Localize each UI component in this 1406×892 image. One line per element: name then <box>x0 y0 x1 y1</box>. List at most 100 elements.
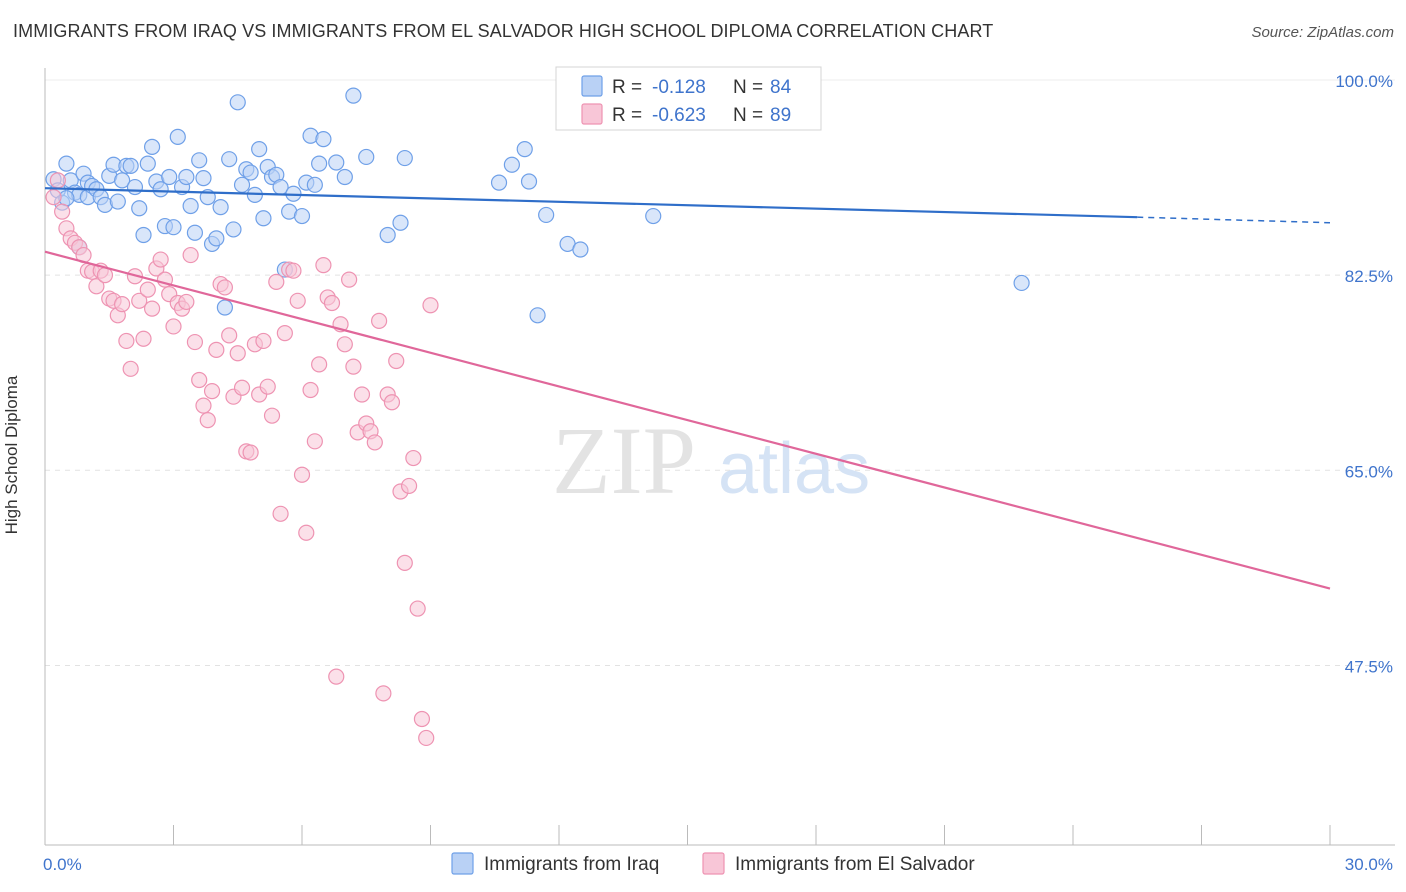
data-point[interactable] <box>371 312 388 329</box>
data-point[interactable] <box>298 524 315 541</box>
data-point[interactable] <box>165 219 182 236</box>
data-point[interactable] <box>122 360 139 377</box>
data-point[interactable] <box>306 433 323 450</box>
data-point[interactable] <box>341 271 358 288</box>
data-point[interactable] <box>118 332 135 350</box>
data-point[interactable] <box>259 378 276 395</box>
data-point[interactable] <box>328 154 345 171</box>
data-point[interactable] <box>195 397 212 414</box>
data-point[interactable] <box>203 383 221 400</box>
data-point[interactable] <box>182 246 199 264</box>
data-point[interactable] <box>54 203 71 220</box>
data-point[interactable] <box>182 197 199 215</box>
data-point[interactable] <box>422 297 439 314</box>
data-point[interactable] <box>379 226 396 244</box>
data-point[interactable] <box>293 207 311 225</box>
data-point[interactable] <box>208 230 225 247</box>
data-point[interactable] <box>323 294 341 312</box>
data-point[interactable] <box>216 279 233 296</box>
data-point[interactable] <box>375 685 392 702</box>
data-point[interactable] <box>293 466 311 483</box>
data-point[interactable] <box>396 149 413 167</box>
data-point[interactable] <box>302 381 319 399</box>
data-point[interactable] <box>413 710 431 728</box>
data-point[interactable] <box>45 188 62 206</box>
data-point[interactable] <box>191 371 208 389</box>
data-point[interactable] <box>529 307 546 324</box>
data-point[interactable] <box>336 168 353 186</box>
data-point[interactable] <box>1013 274 1030 292</box>
data-point[interactable] <box>336 336 353 353</box>
data-point[interactable] <box>208 341 225 358</box>
data-point[interactable] <box>221 151 238 168</box>
bottom-legend-swatch-el-salvador[interactable] <box>702 852 725 875</box>
data-point[interactable] <box>503 156 520 173</box>
data-point[interactable] <box>268 273 285 290</box>
data-point[interactable] <box>409 600 426 617</box>
data-point[interactable] <box>152 181 169 198</box>
data-point[interactable] <box>191 152 208 169</box>
data-point[interactable] <box>229 345 246 362</box>
data-point[interactable] <box>366 434 383 451</box>
data-point[interactable] <box>178 293 195 311</box>
data-point[interactable] <box>212 199 229 216</box>
data-point[interactable] <box>490 174 508 191</box>
data-point[interactable] <box>328 668 345 685</box>
data-point[interactable] <box>289 292 306 309</box>
data-point[interactable] <box>58 155 75 172</box>
data-point[interactable] <box>311 356 328 373</box>
data-point[interactable] <box>345 358 362 375</box>
data-point[interactable] <box>169 128 186 145</box>
data-point[interactable] <box>122 157 139 174</box>
data-point[interactable] <box>572 241 589 258</box>
data-point[interactable] <box>396 554 413 571</box>
bottom-legend-label-el-salvador[interactable]: Immigrants from El Salvador <box>735 854 975 875</box>
data-point[interactable] <box>49 172 66 189</box>
data-point[interactable] <box>358 148 375 166</box>
data-point[interactable] <box>353 386 371 403</box>
data-point[interactable] <box>255 210 272 227</box>
data-point[interactable] <box>520 173 538 190</box>
data-point[interactable] <box>88 278 105 295</box>
data-point[interactable] <box>392 214 409 231</box>
data-point[interactable] <box>285 262 302 279</box>
data-point[interactable] <box>178 168 195 186</box>
data-point[interactable] <box>186 333 204 351</box>
data-point[interactable] <box>315 257 332 274</box>
data-point[interactable] <box>388 352 405 370</box>
data-point[interactable] <box>131 292 148 309</box>
data-point[interactable] <box>126 178 144 196</box>
data-point[interactable] <box>113 296 131 313</box>
data-point[interactable] <box>113 172 131 189</box>
data-point[interactable] <box>405 449 422 467</box>
bottom-legend-label-iraq[interactable]: Immigrants from Iraq <box>484 854 659 875</box>
data-point[interactable] <box>263 407 281 424</box>
data-point[interactable] <box>225 221 242 238</box>
data-point[interactable] <box>251 141 268 158</box>
data-point[interactable] <box>233 379 251 396</box>
data-point[interactable] <box>255 332 272 350</box>
data-point[interactable] <box>109 193 126 210</box>
data-point[interactable] <box>418 729 435 747</box>
data-point[interactable] <box>272 505 289 522</box>
data-point[interactable] <box>135 330 152 347</box>
data-point[interactable] <box>538 206 555 224</box>
data-point[interactable] <box>516 141 533 158</box>
data-point[interactable] <box>152 251 169 268</box>
data-point[interactable] <box>311 155 328 172</box>
data-point[interactable] <box>161 168 178 186</box>
data-point[interactable] <box>221 327 238 344</box>
data-point[interactable] <box>216 299 233 316</box>
data-point[interactable] <box>143 138 161 156</box>
data-point[interactable] <box>131 200 148 217</box>
data-point[interactable] <box>199 412 216 429</box>
data-point[interactable] <box>229 94 246 111</box>
bottom-legend-swatch-iraq[interactable] <box>451 852 474 875</box>
data-point[interactable] <box>242 444 259 461</box>
data-point[interactable] <box>315 131 332 148</box>
data-point[interactable] <box>276 325 293 342</box>
data-point[interactable] <box>186 224 204 241</box>
data-point[interactable] <box>400 477 418 495</box>
data-point[interactable] <box>165 318 182 335</box>
data-point[interactable] <box>139 281 156 298</box>
